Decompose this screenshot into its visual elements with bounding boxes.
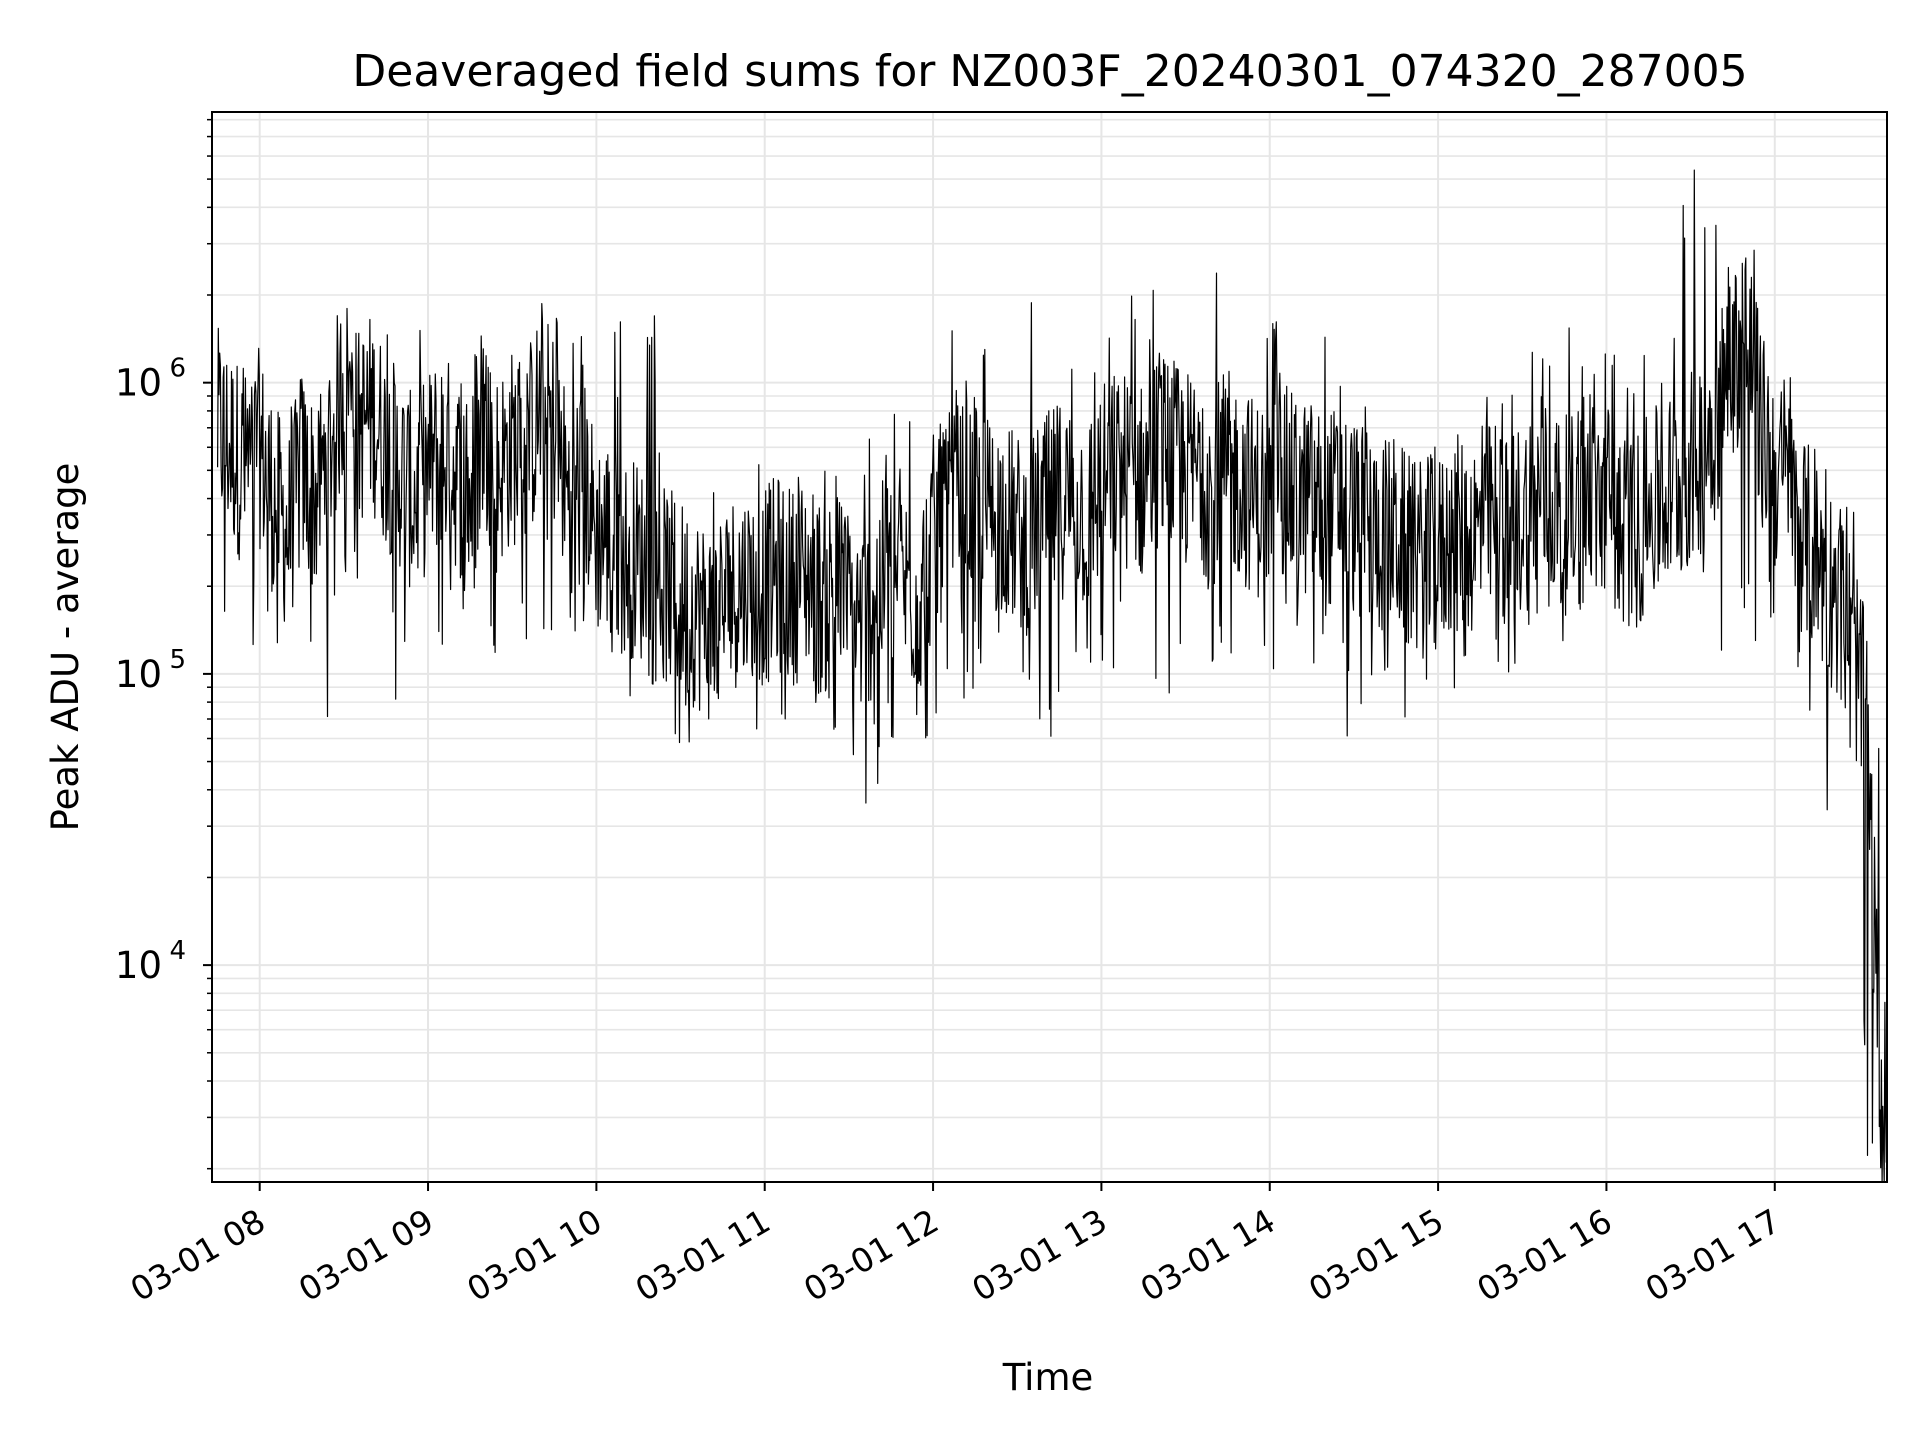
y-tick-label: 10 xyxy=(115,362,162,405)
series-layer xyxy=(217,169,1887,1182)
series-line xyxy=(217,169,1887,1182)
plot-area-frame xyxy=(211,111,1888,1183)
y-axis-label: Peak ADU - average xyxy=(44,463,87,832)
y-tick-base: 10 xyxy=(115,944,162,987)
y-tick-label: 10 xyxy=(115,653,162,696)
y-tick-exponent: 5 xyxy=(169,645,186,675)
y-tick-label: 10 xyxy=(115,944,162,987)
y-tick-exponent: 4 xyxy=(169,936,186,966)
y-tick-base: 10 xyxy=(115,653,162,696)
x-axis-label: Time xyxy=(1002,1356,1094,1399)
y-tick-base: 10 xyxy=(115,362,162,405)
y-tick-exponent: 6 xyxy=(169,354,186,384)
chart-title: Deaveraged field sums for NZ003F_2024030… xyxy=(352,46,1747,97)
